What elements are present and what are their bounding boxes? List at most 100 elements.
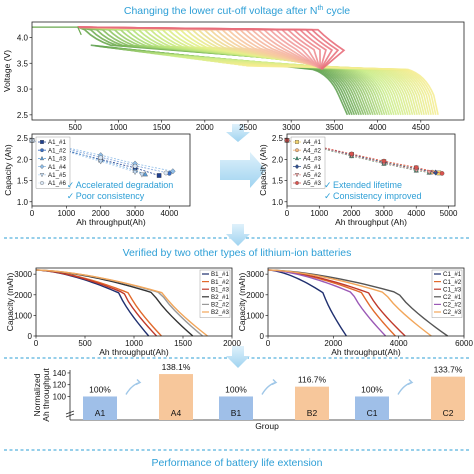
x-tick-label: 4500 (412, 123, 430, 132)
x-tick-label: 500 (69, 123, 83, 132)
data-point (98, 155, 103, 160)
annotation-text: Extended lifetime (333, 180, 402, 190)
x-tick-label: 0 (285, 209, 290, 218)
y-axis-label: Capacity (Ah) (258, 144, 268, 196)
cycle-curve (77, 26, 346, 71)
data-point (139, 172, 145, 178)
extended-cycle-curve (106, 46, 358, 116)
annotation-text: Consistency improved (333, 191, 422, 201)
legend-entry: A4_#3 (303, 156, 321, 163)
y-tick-label: 1.0 (272, 198, 284, 207)
x-tick-label: 1000 (125, 339, 143, 348)
x-tick-label: 1000 (110, 123, 128, 132)
extended-cycle-curve (246, 65, 439, 116)
legend-entry: B2_#1 (211, 294, 229, 301)
data-point (132, 170, 138, 175)
y-tick-label: 1000 (246, 311, 264, 320)
y-tick-label: 1000 (14, 311, 32, 320)
cycle-curve (77, 26, 309, 62)
data-point (295, 140, 299, 144)
bar (159, 374, 193, 420)
data-point (142, 171, 148, 177)
x-tick-label: 2000 (343, 209, 361, 218)
data-point (170, 168, 176, 175)
y-tick-label: 100 (53, 392, 67, 401)
legend-entry: A1_#5 (48, 172, 66, 179)
axis-break-mark (65, 410, 75, 418)
caption-middle: Verified by two other types of lithium-i… (123, 247, 352, 259)
bar (355, 396, 389, 420)
series-line (35, 269, 158, 337)
x-axis-label: Ah throughput (Ah) (335, 217, 407, 227)
data-point (439, 171, 445, 176)
y-tick-label: 2.5 (272, 134, 284, 143)
legend-entry: C2_#2 (443, 302, 462, 309)
series-line (267, 269, 387, 337)
legend-entry: B1_#1 (211, 271, 229, 278)
increase-arrow-icon (261, 378, 278, 395)
bar-value-label: 100% (361, 384, 383, 394)
check-icon: ✓ (67, 180, 75, 190)
y-tick-label: 140 (53, 369, 67, 378)
x-tick-label: 4000 (160, 209, 178, 218)
data-point (432, 169, 439, 176)
x-tick-label: 2000 (324, 339, 342, 348)
y-tick-label: 2.5 (17, 134, 29, 143)
caption-bottom: Performance of battery life extension (151, 457, 322, 469)
legend-entry: C1_#3 (443, 286, 462, 293)
bar-value-label: 138.1% (162, 362, 191, 372)
legend-entry: A1_#4 (48, 164, 66, 171)
bar-category-label: B1 (231, 408, 242, 418)
data-point (40, 181, 44, 185)
x-axis-label: Ah throughput(Ah) (76, 217, 146, 227)
capacity-chart-d: 0 2000 4000 6000 0 1000 2000 3000 Ah throughput(… (237, 267, 473, 357)
series-line (267, 269, 432, 337)
bar (431, 376, 465, 420)
legend-entry: A1_#3 (48, 156, 66, 163)
y-tick-label: 4.0 (17, 33, 29, 42)
voltage-chart: 500 1000 1500 2000 2500 3000 3500 4000 4500 2.5 3.… (2, 21, 465, 132)
increase-arrow-icon (125, 378, 142, 395)
x-tick-label: 0 (34, 339, 39, 348)
y-tick-label: 3.5 (17, 59, 29, 68)
data-point (349, 151, 354, 157)
plot-frame (31, 133, 191, 207)
bar-value-label: 100% (89, 384, 111, 394)
y-tick-label: 2.0 (272, 155, 284, 164)
series-line (35, 269, 208, 337)
extended-cycle-curve (98, 45, 353, 116)
data-point (294, 173, 300, 178)
x-tick-label: 3000 (126, 209, 144, 218)
legend-box (431, 269, 463, 318)
y-tick-label: 1.0 (17, 198, 29, 207)
data-point (39, 173, 45, 178)
x-tick-label: 4000 (407, 209, 425, 218)
y-tick-label: 0 (260, 332, 265, 341)
y-tick-label: 3000 (246, 270, 264, 279)
x-axis-label: Ah throughput(Ah) (331, 347, 401, 357)
y-axis-label: Capacity (Ah) (3, 144, 13, 196)
right-arrow-icon (220, 152, 266, 188)
x-tick-label: 2500 (239, 123, 257, 132)
caption-top: Changing the lower cut-off voltage after… (124, 5, 350, 17)
y-axis-label: Normalized (32, 373, 42, 416)
legend-entry: A1_#1 (48, 139, 66, 146)
x-tick-label: 2000 (196, 123, 214, 132)
y-tick-label: 120 (53, 381, 67, 390)
bar (219, 396, 253, 420)
legend-box (290, 136, 326, 189)
legend-entry: C2_#3 (443, 309, 462, 316)
x-tick-label: 3500 (326, 123, 344, 132)
down-arrow-icon-2 (226, 224, 250, 246)
legend-box (199, 269, 231, 318)
bar-category-label: A1 (95, 408, 106, 418)
data-point (40, 140, 44, 144)
data-point (295, 148, 299, 153)
legend-entry: A5_#3 (303, 180, 321, 187)
legend-entry: A1_#2 (48, 147, 66, 154)
x-tick-label: 1000 (57, 209, 75, 218)
extended-cycle-curve (110, 47, 360, 116)
x-tick-label: 5000 (440, 209, 458, 218)
legend-entry: B1_#3 (211, 286, 229, 293)
